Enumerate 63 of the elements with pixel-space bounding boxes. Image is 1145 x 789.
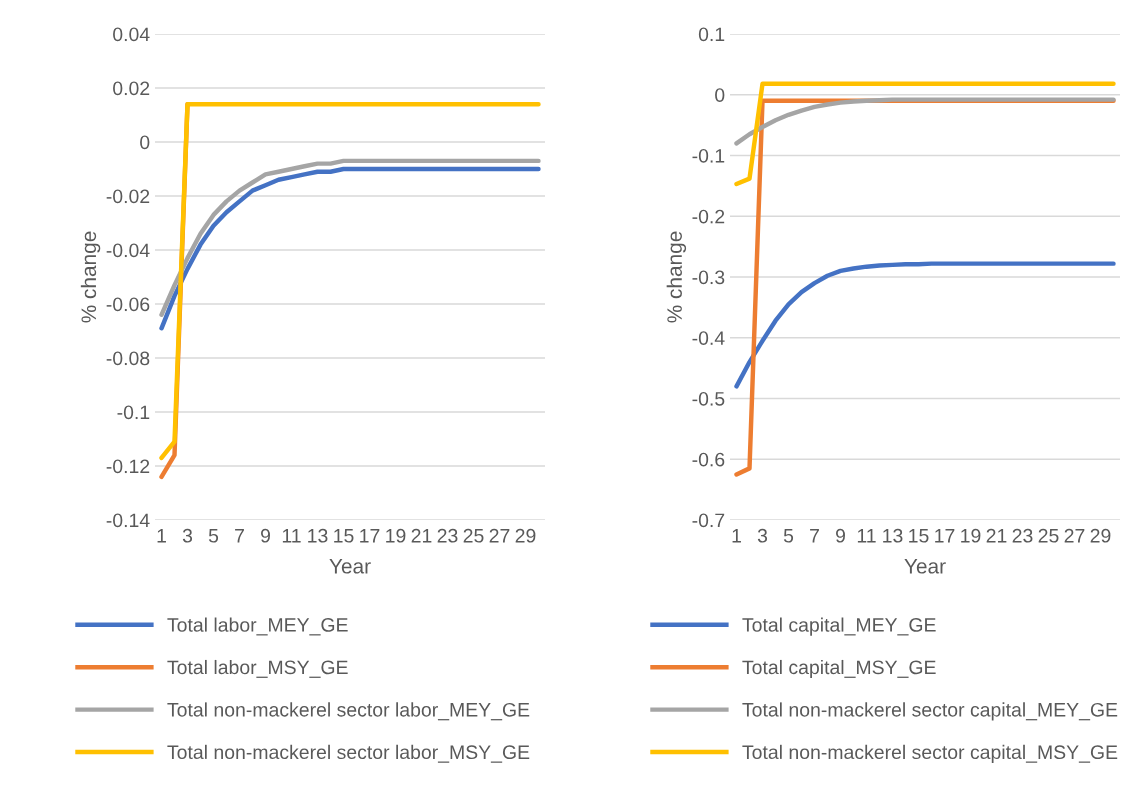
x-tick-label: 25	[1038, 528, 1059, 543]
y-tick-label: 0.02	[113, 81, 150, 96]
x-tick-label: 21	[411, 528, 432, 543]
y-tick-label: -0.5	[692, 391, 725, 406]
y-tick-label: -0.6	[692, 452, 725, 467]
y-axis-title: % change	[666, 231, 687, 323]
y-tick-label: 0.04	[113, 27, 150, 42]
y-tick-label: -0.3	[692, 270, 725, 285]
legend-label: Total capital_MSY_GE	[742, 659, 936, 679]
y-tick-label: -0.7	[692, 513, 725, 528]
y-axis-title: % change	[80, 231, 101, 323]
x-tick-label: 17	[360, 529, 380, 543]
y-tick-label: 0	[140, 135, 150, 150]
x-axis-title: Year	[904, 559, 946, 574]
x-tick-label: 27	[1064, 528, 1085, 543]
x-tick-label: 17	[935, 529, 955, 543]
legend-label: Total non-mackerel sector labor_MSY_GE	[167, 744, 530, 763]
x-tick-label: 29	[1090, 528, 1111, 543]
x-tick-label: 3	[757, 528, 768, 543]
x-tick-label: 5	[208, 529, 219, 543]
x-tick-label: 19	[961, 528, 981, 543]
legend-label: Total labor_MSY_GE	[167, 659, 348, 678]
y-tick-label: -0.02	[106, 189, 150, 204]
x-tick-label: 3	[182, 528, 193, 543]
y-tick-label: -0.04	[106, 243, 150, 258]
x-tick-label: 27	[489, 528, 510, 543]
y-tick-label: 0	[715, 88, 725, 102]
y-tick-label: -0.2	[692, 209, 725, 224]
x-tick-label: 11	[857, 529, 876, 543]
y-tick-label: 0.1	[698, 27, 725, 42]
x-tick-label: 23	[437, 528, 458, 543]
x-tick-label: 23	[1012, 528, 1033, 543]
x-tick-label: 5	[783, 529, 794, 543]
line-series	[734, 261, 1116, 389]
legend-label: Total non-mackerel sector labor_MEY_GE	[167, 702, 530, 721]
x-tick-label: 1	[157, 529, 166, 543]
line-series	[734, 97, 1116, 146]
x-tick-label: 1	[732, 529, 741, 543]
x-tick-label: 25	[463, 528, 484, 543]
legend-label: Total non-mackerel sector capital_MEY_GE	[742, 702, 1118, 721]
legend-label: Total labor_MEY_GE	[167, 617, 348, 636]
x-axis-title: Year	[329, 559, 371, 574]
x-tick-label: 29	[515, 528, 536, 543]
legend-label: Total non-mackerel sector capital_MSY_GE	[742, 744, 1118, 763]
x-tick-label: 19	[386, 528, 406, 543]
x-tick-label: 7	[235, 529, 244, 543]
x-tick-label: 15	[334, 529, 354, 543]
y-tick-label: -0.4	[692, 331, 725, 345]
x-tick-label: 9	[261, 528, 270, 543]
y-tick-label: -0.08	[106, 351, 150, 366]
x-tick-label: 21	[986, 528, 1007, 543]
legend-label: Total capital_MEY_GE	[742, 617, 936, 636]
x-tick-label: 9	[836, 528, 845, 543]
y-tick-label: -0.1	[692, 148, 725, 163]
x-tick-label: 15	[909, 529, 929, 543]
y-tick-label: -0.06	[106, 297, 150, 312]
y-tick-label: -0.14	[106, 513, 150, 528]
x-tick-label: 13	[308, 528, 328, 543]
x-tick-label: 7	[810, 529, 819, 543]
x-tick-label: 13	[883, 528, 903, 543]
x-tick-label: 11	[282, 529, 301, 543]
y-tick-label: -0.1	[117, 405, 150, 420]
y-tick-label: -0.12	[106, 459, 150, 474]
